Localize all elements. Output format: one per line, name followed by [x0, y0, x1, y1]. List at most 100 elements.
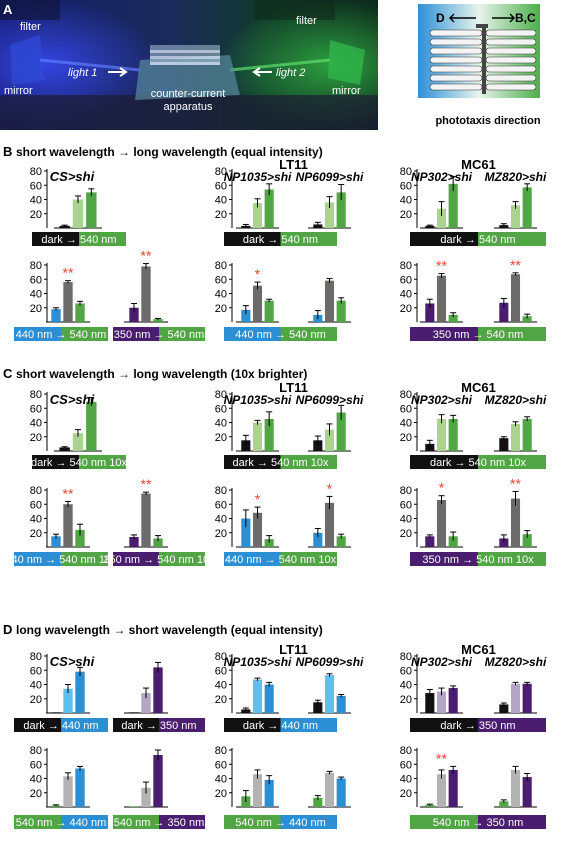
- bar: [436, 275, 447, 322]
- panel-title: long wavelength → short wavelength (equa…: [16, 623, 323, 637]
- y-tick-label: 40: [30, 680, 42, 692]
- bar: [63, 282, 73, 322]
- y-tick-label: 20: [400, 209, 412, 221]
- significance-mark: *: [255, 491, 261, 507]
- stimulus-label: 440 nm → 540 nm 10x: [225, 554, 337, 566]
- chart-b1-0: 20 40 60 80 dark → 540 nm CS>shi: [30, 166, 126, 246]
- genotype-label: NP6099>shi: [296, 170, 364, 184]
- panel-title: short wavelength → long wavelength (10x …: [16, 367, 307, 381]
- stimulus-label: dark → 540 nm: [243, 234, 318, 246]
- bar: [510, 423, 521, 451]
- chart-d2-0: 20 40 60 80 540 nm → 440 nm 540 nm → 350 nm: [14, 745, 205, 829]
- bar: [264, 300, 274, 322]
- bar: [436, 499, 447, 547]
- bar: [141, 493, 151, 547]
- y-tick-label: 80: [400, 651, 412, 663]
- bar: [436, 691, 447, 713]
- y-tick-label: 20: [215, 528, 227, 540]
- bar: [499, 801, 509, 807]
- group-label: LT11: [279, 157, 308, 172]
- bar: [141, 693, 151, 713]
- significance-mark: **: [141, 476, 152, 492]
- bar: [264, 779, 274, 807]
- significance-mark: **: [510, 257, 521, 273]
- bar: [153, 319, 163, 322]
- y-tick-label: 60: [215, 665, 227, 677]
- bar: [63, 688, 73, 713]
- chart-c1-0: 20 40 60 80 dark → 540 nm 10x CS>shi: [30, 389, 127, 469]
- y-tick-label: 20: [30, 303, 42, 315]
- y-tick-label: 20: [400, 788, 412, 800]
- y-tick-label: 80: [215, 166, 227, 178]
- significance-mark: **: [63, 485, 74, 501]
- y-tick-label: 60: [30, 759, 42, 771]
- bar: [313, 224, 323, 228]
- stimulus-label: 440 nm → 540 nm 10x: [5, 554, 117, 566]
- bar: [313, 702, 323, 713]
- stimulus-label-box: [224, 552, 337, 566]
- stimulus-label: dark → 540 nm: [440, 234, 515, 246]
- bar: [252, 285, 263, 322]
- stimulus-label: dark → 440 nm: [23, 720, 98, 732]
- bar: [448, 183, 458, 228]
- stimulus-label-box: [224, 455, 337, 469]
- y-tick-label: 60: [30, 274, 42, 286]
- y-tick-label: 60: [30, 180, 42, 192]
- y-tick-label: 80: [30, 260, 42, 272]
- apparatus-photo-art: A filter filter mirror mirror light 1 li…: [0, 0, 378, 130]
- y-tick-label: 40: [400, 680, 412, 692]
- group-label: LT11: [279, 642, 308, 657]
- stimulus-label-box: [113, 815, 205, 829]
- genotype-label: NP6099>shi: [296, 393, 364, 407]
- bar: [510, 205, 521, 228]
- bar: [436, 774, 447, 807]
- bar: [425, 693, 435, 713]
- bar: [336, 300, 346, 322]
- y-tick-label: 20: [30, 788, 42, 800]
- genotype-label: MZ820>shi: [485, 655, 547, 669]
- tube-left: [429, 83, 483, 91]
- y-tick-label: 20: [400, 528, 412, 540]
- photo-label-light1: light 1: [68, 67, 97, 79]
- significance-mark: **: [63, 265, 74, 281]
- y-tick-label: 40: [215, 680, 227, 692]
- y-tick-label: 20: [215, 694, 227, 706]
- stimulus-label: dark → 540 nm 10x: [233, 457, 329, 469]
- bar: [51, 712, 61, 713]
- tube-left: [429, 47, 483, 55]
- y-tick-label: 60: [215, 759, 227, 771]
- stimulus-label: dark → 540 nm: [41, 234, 116, 246]
- y-tick-label: 40: [30, 289, 42, 301]
- y-tick-label: 20: [400, 432, 412, 444]
- bar: [336, 192, 346, 228]
- bar: [252, 774, 263, 807]
- bar: [241, 225, 251, 228]
- stimulus-label: 440 nm → 540 nm: [235, 329, 326, 341]
- bar: [336, 778, 346, 807]
- light1-arrow-icon: [108, 67, 128, 77]
- bar: [522, 418, 532, 451]
- tube-left: [429, 38, 483, 46]
- stimulus-label: 440 nm → 540 nm: [16, 329, 107, 341]
- bar: [75, 303, 85, 322]
- group-label: MC61: [461, 642, 496, 657]
- y-tick-label: 20: [30, 528, 42, 540]
- y-tick-label: 60: [400, 403, 412, 415]
- bar: [324, 280, 335, 322]
- schematic-label-d: D: [436, 11, 445, 25]
- bar: [241, 309, 251, 322]
- tube-right: [485, 38, 537, 46]
- chart-b2-1: 20 40 60 80 * 440 nm → 540 nm: [215, 260, 351, 341]
- bar: [51, 805, 61, 807]
- y-tick-label: 40: [400, 195, 412, 207]
- y-tick-label: 40: [215, 774, 227, 786]
- group-label: LT11: [279, 380, 308, 395]
- tube-right: [485, 74, 537, 82]
- bar: [241, 796, 251, 807]
- bar: [252, 512, 263, 547]
- stimulus-label-box: [14, 718, 108, 732]
